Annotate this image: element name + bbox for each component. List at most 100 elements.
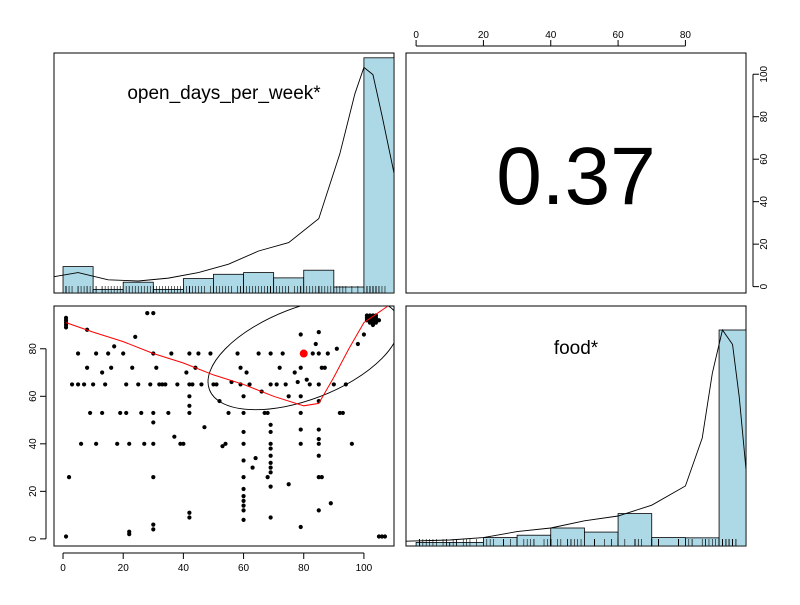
- scatter-point: [94, 351, 99, 356]
- scatter-point: [268, 453, 273, 458]
- tick-label: 40: [759, 196, 770, 208]
- scatter-point: [112, 344, 117, 349]
- scatter-point: [241, 410, 246, 416]
- mean-point: [299, 349, 308, 358]
- scatter-point: [241, 498, 246, 503]
- tick-label: 100: [356, 563, 373, 574]
- scatter-point: [319, 474, 324, 480]
- histogram-bar: [363, 57, 395, 294]
- tick-label: 40: [28, 438, 39, 450]
- scatter-point: [151, 474, 156, 480]
- scatter-point: [316, 330, 321, 335]
- scatter-point: [241, 493, 246, 499]
- scatter-point: [379, 534, 385, 539]
- scatter-point: [268, 515, 273, 520]
- scatter-point: [283, 382, 288, 387]
- scatter-point: [337, 410, 342, 416]
- scatter-point: [151, 410, 156, 416]
- scatter-point: [78, 441, 84, 446]
- histogram-bar: [584, 531, 619, 547]
- scatter-point: [268, 470, 273, 475]
- histogram-food: [405, 328, 747, 547]
- scatter-point: [124, 382, 129, 387]
- scatter-point: [298, 394, 303, 399]
- scatter-point: [247, 382, 252, 387]
- density-curve: [405, 328, 747, 542]
- x-axis-top: 0 20 40 60 80: [413, 30, 691, 47]
- panel-frame-scatter: [53, 305, 395, 547]
- tick-label: 60: [759, 153, 770, 165]
- scatter-point: [118, 410, 123, 416]
- tick-label: 20: [478, 30, 490, 41]
- scatter-point: [322, 365, 327, 370]
- scatter-point: [298, 332, 303, 337]
- scatter-point: [187, 515, 192, 520]
- scatter-point: [148, 382, 153, 387]
- scatter-point: [268, 484, 273, 489]
- tick-label: 100: [759, 65, 770, 82]
- scatter-point: [238, 365, 243, 370]
- tick-label: 0: [28, 536, 39, 542]
- scatter-point: [75, 382, 81, 387]
- scatter-point: [169, 351, 174, 356]
- scatter-point: [274, 382, 279, 387]
- rug-marks: [65, 286, 386, 293]
- scatter-point: [91, 382, 96, 387]
- scatter-plot-area: [63, 306, 394, 539]
- histogram-bar: [333, 286, 365, 294]
- scatter-point: [241, 517, 246, 522]
- scatter-point: [187, 410, 192, 416]
- tick-label: 80: [759, 111, 770, 123]
- scatter-point: [319, 365, 324, 370]
- scatter-point: [136, 382, 141, 387]
- scatter-point: [241, 394, 246, 399]
- scatter-point: [181, 441, 186, 446]
- scatter-point: [69, 382, 75, 387]
- scatter-point: [127, 532, 132, 537]
- scatter-point: [331, 382, 336, 387]
- scatter-point: [361, 332, 367, 337]
- scatter-point: [66, 474, 72, 480]
- scatter-point: [316, 474, 321, 480]
- x-axis-bottom: 0 20 40 60 80 100: [60, 552, 373, 574]
- scatter-point: [316, 382, 321, 387]
- scatter-point: [199, 382, 204, 387]
- scatter-point: [63, 315, 69, 320]
- scatter-point: [316, 453, 321, 458]
- correlation-ellipse: [207, 306, 394, 411]
- scatter-point: [187, 351, 192, 356]
- scatter-point: [115, 441, 120, 446]
- scatter-point: [277, 365, 282, 370]
- scatter-point: [334, 346, 339, 351]
- y-axis-right: 0 20 40 60 80 100: [752, 65, 770, 289]
- scatter-point: [313, 341, 318, 347]
- scatter-point: [63, 534, 69, 539]
- scatter-point: [244, 370, 249, 375]
- tick-label: 0: [413, 30, 419, 41]
- correlation-value: 0.37: [496, 131, 656, 222]
- scatter-point: [235, 351, 240, 356]
- histogram-open-days-per-week: [53, 57, 395, 294]
- scatter-point: [364, 313, 370, 318]
- scatter-point: [184, 370, 189, 375]
- scatter-point: [151, 522, 156, 527]
- variable-label-food: food*: [554, 338, 599, 359]
- scatter-point: [226, 410, 231, 416]
- scatter-point: [84, 365, 90, 370]
- scatter-point: [88, 410, 93, 416]
- scatter-point: [241, 486, 246, 492]
- scatter-point: [139, 410, 144, 416]
- scatter-point: [268, 446, 273, 451]
- smoother-line: [65, 306, 389, 407]
- scatter-point: [208, 351, 213, 356]
- scatter-point: [127, 441, 132, 446]
- scatter-point: [151, 311, 156, 316]
- scatter-point: [75, 351, 81, 356]
- scatter-point: [265, 474, 270, 480]
- histogram-bar: [651, 537, 686, 547]
- scatter-point: [178, 441, 183, 446]
- scatter-point: [265, 410, 270, 416]
- panel-frame-correlation: [405, 52, 747, 294]
- scatter-point: [292, 370, 297, 375]
